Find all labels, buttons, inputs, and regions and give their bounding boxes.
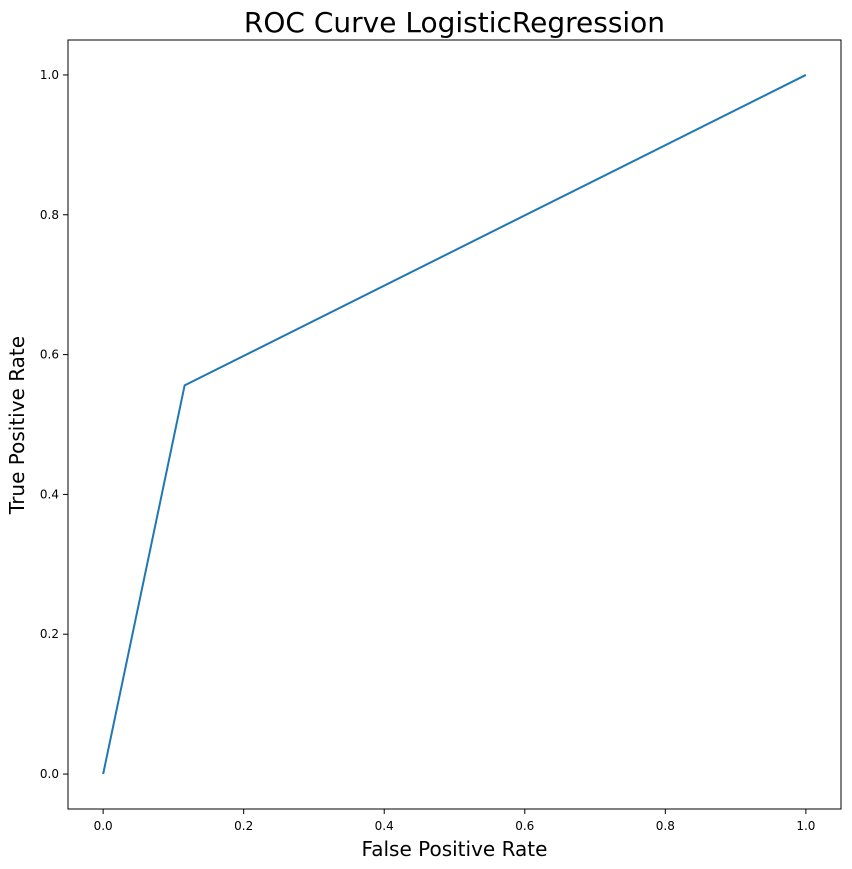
x-tick-label: 0.6 bbox=[515, 819, 534, 833]
x-tick-label: 1.0 bbox=[796, 819, 815, 833]
y-tick-label: 1.0 bbox=[40, 68, 59, 82]
y-tick-label: 0.2 bbox=[40, 627, 59, 641]
y-axis-ticks: 0.0 0.2 0.4 0.6 0.8 1.0 bbox=[40, 68, 68, 781]
y-axis-label: True Positive Rate bbox=[5, 336, 29, 515]
x-tick-label: 0.2 bbox=[234, 819, 253, 833]
y-tick-label: 0.6 bbox=[40, 348, 59, 362]
y-tick-label: 0.0 bbox=[40, 767, 59, 781]
chart-title: ROC Curve LogisticRegression bbox=[244, 6, 665, 39]
y-tick-label: 0.8 bbox=[40, 208, 59, 222]
x-tick-label: 0.4 bbox=[375, 819, 394, 833]
x-tick-label: 0.0 bbox=[94, 819, 113, 833]
plot-area bbox=[68, 40, 841, 809]
roc-curve-line bbox=[102, 74, 807, 775]
x-axis-ticks: 0.0 0.2 0.4 0.6 0.8 1.0 bbox=[94, 809, 815, 833]
x-axis-label: False Positive Rate bbox=[362, 837, 548, 861]
plot-frame bbox=[67, 39, 842, 810]
x-tick-label: 0.8 bbox=[656, 819, 675, 833]
y-tick-label: 0.4 bbox=[40, 487, 59, 501]
